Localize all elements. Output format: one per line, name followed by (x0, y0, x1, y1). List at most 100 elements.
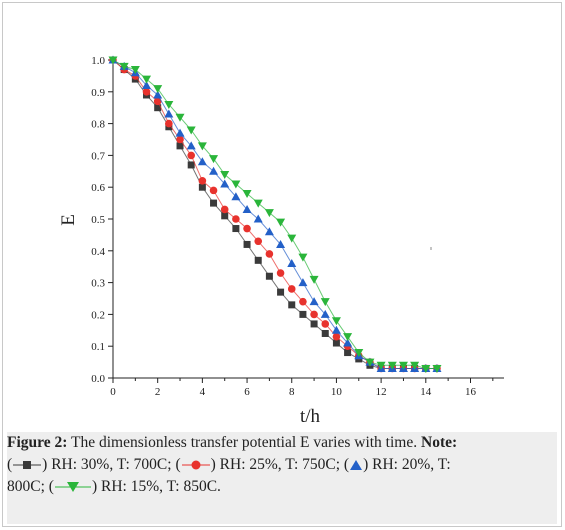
x-tick-label: 6 (244, 386, 250, 398)
chart-series (108, 55, 442, 373)
data-point (242, 204, 252, 213)
legend-text-3: ) RH: 20%, T: (363, 456, 451, 473)
legend-text-4: ) RH: 15%, T: 850C. (91, 478, 221, 495)
data-point (242, 190, 252, 199)
y-tick-label: 0.9 (91, 87, 105, 99)
data-point (310, 320, 318, 328)
data-point (287, 259, 297, 268)
data-point (198, 177, 207, 185)
y-axis-label: E (58, 214, 79, 226)
data-point (343, 338, 353, 347)
data-point (287, 234, 297, 243)
series-line (112, 59, 437, 369)
data-point (220, 205, 229, 214)
series-circle (109, 56, 441, 373)
legend-prefix-1: ( (7, 456, 13, 473)
series-line (112, 59, 437, 369)
legend-text-2: ) RH: 25%, T: 750C; (210, 456, 341, 473)
data-point (197, 142, 207, 151)
data-point (108, 56, 118, 65)
caption-text: The dimensionless transfer potential E v… (71, 434, 418, 451)
data-point (154, 104, 162, 112)
data-point (288, 301, 296, 309)
legend-prefix-3: ( (343, 456, 350, 473)
figure-caption: Figure 2: The dimensionless transfer pot… (7, 432, 557, 524)
data-point (299, 297, 307, 306)
data-point (398, 361, 408, 370)
data-point (254, 237, 263, 246)
data-point (332, 339, 340, 347)
data-point (164, 101, 174, 110)
data-point (421, 364, 431, 373)
data-point (142, 88, 151, 96)
data-point (142, 75, 152, 84)
data-point (309, 275, 319, 284)
data-point (165, 119, 173, 128)
data-point (153, 85, 163, 94)
data-point (410, 361, 420, 370)
data-point (254, 256, 262, 264)
data-point (164, 109, 174, 118)
data-point (298, 278, 308, 287)
data-point (231, 180, 241, 189)
legend-text-1: ) RH: 30%, T: 700C; (42, 456, 172, 473)
data-point (186, 141, 196, 150)
x-tick-label: 0 (110, 386, 116, 398)
data-point (432, 364, 442, 373)
triangle-up-marker-icon (350, 460, 363, 470)
data-point (365, 358, 375, 367)
data-point (264, 209, 274, 218)
data-point (232, 225, 240, 233)
data-point (310, 310, 318, 319)
y-tick-label: 1.0 (91, 55, 105, 67)
data-point (232, 215, 240, 223)
data-point (320, 309, 330, 318)
x-axis-label: t/h (300, 406, 321, 427)
data-point (210, 199, 218, 207)
caption-line-2: () RH: 30%, T: 700C; () RH: 25%, T: 750C… (7, 454, 557, 476)
data-point (253, 199, 263, 208)
data-point (176, 142, 184, 150)
line-chart: 0 2 4 6 8 10 12 14 16 0.0 0.1 0.2 0.3 0.4 0.5 0.6 0.7 0.8… (58, 55, 504, 427)
data-point (209, 186, 218, 195)
square-marker-icon (13, 461, 42, 469)
data-point (231, 192, 241, 201)
data-point (221, 212, 229, 220)
data-point (277, 288, 285, 296)
y-tick-label: 0.5 (91, 214, 105, 226)
data-point (265, 272, 273, 280)
y-tick-label: 0.0 (91, 373, 105, 385)
data-point (343, 333, 353, 342)
triangle-down-marker-icon (54, 482, 91, 492)
legend-prefix-2: ( (175, 456, 181, 473)
y-tick-label: 0.6 (91, 182, 105, 194)
data-point (220, 179, 230, 188)
data-point (299, 310, 307, 318)
data-point (287, 285, 296, 293)
note-label: Note: (421, 434, 458, 451)
data-point (175, 113, 185, 122)
y-tick-label: 0.7 (91, 150, 105, 162)
x-tick-label: 8 (289, 386, 295, 398)
data-point (176, 135, 184, 144)
data-point (153, 97, 162, 106)
data-point (243, 224, 251, 233)
data-point (276, 239, 286, 248)
y-tick-label: 0.2 (91, 309, 105, 321)
x-tick-label: 10 (331, 386, 343, 398)
data-point (220, 170, 230, 179)
x-tick-label: 2 (155, 386, 161, 398)
data-point (321, 329, 329, 337)
series-triangle-down (108, 56, 442, 373)
legend-prefix-4: ( (48, 478, 54, 495)
data-point (153, 90, 163, 99)
data-point (376, 361, 386, 370)
circle-marker-icon (181, 460, 210, 470)
data-point (309, 297, 319, 306)
data-point (264, 227, 274, 236)
data-point (198, 183, 206, 191)
data-point (187, 151, 195, 160)
series-line (112, 59, 437, 369)
x-tick-label: 12 (376, 386, 387, 398)
caption-line-3: 800C; () RH: 15%, T: 850C. (7, 476, 557, 498)
